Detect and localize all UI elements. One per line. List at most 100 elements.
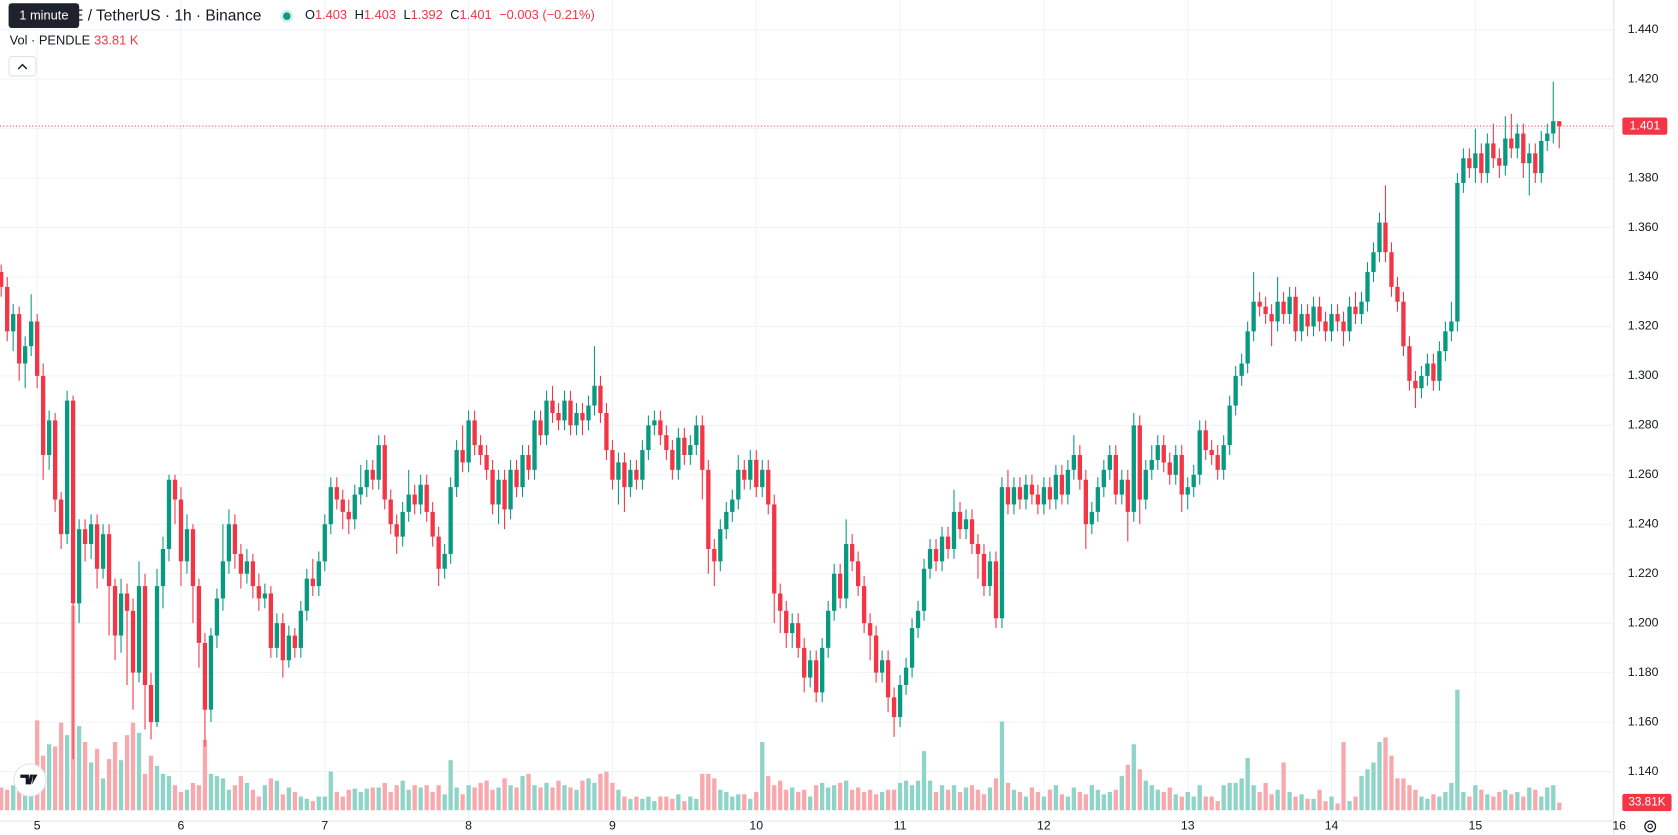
volume-bar — [118, 760, 124, 811]
volume-bar — [148, 755, 154, 811]
volume-bar — [897, 782, 903, 811]
candle-body — [987, 561, 993, 587]
candle-body — [526, 455, 531, 470]
volume-bar — [1119, 776, 1124, 811]
candle-body — [736, 469, 741, 500]
volume-bar — [166, 776, 172, 811]
settings-icon[interactable] — [1644, 820, 1657, 833]
volume-layer — [0, 605, 1562, 811]
volume-bar — [1443, 792, 1448, 811]
candle-body — [1149, 459, 1154, 470]
volume-bar — [1329, 796, 1334, 811]
volume-bar — [1317, 789, 1322, 811]
volume-bar — [1077, 792, 1083, 811]
candle-body — [784, 610, 789, 634]
volume-bar — [1533, 789, 1538, 811]
volume-bar — [1377, 741, 1382, 811]
change-value: −0.003 (−0.21%) — [499, 8, 595, 23]
candle-body — [1359, 301, 1364, 315]
candle-body — [849, 544, 855, 562]
candle-body — [772, 504, 777, 594]
volume-bar — [736, 794, 741, 811]
symbol-title[interactable]: PENDLE / TetherUS · 1h · Binance — [21, 7, 261, 24]
candle-body — [1011, 487, 1017, 505]
candle-body — [118, 593, 124, 636]
candle-body — [1395, 286, 1400, 302]
candle-body — [1485, 143, 1490, 174]
candle-body — [124, 593, 130, 611]
candle-body — [1227, 405, 1232, 446]
y-tick-label: 1.280 — [1628, 418, 1659, 432]
volume-bar — [490, 789, 495, 811]
volume-bar — [1293, 796, 1298, 811]
candle-body — [1365, 272, 1370, 302]
volume-bar — [298, 796, 303, 811]
volume-bar — [1083, 794, 1089, 811]
volume-bar — [58, 722, 64, 811]
candle-body — [0, 272, 4, 287]
volume-bar — [226, 789, 232, 811]
candle-body — [1245, 331, 1250, 364]
candle-body — [436, 536, 441, 569]
candle-body — [1347, 306, 1352, 332]
candle-body — [40, 375, 46, 456]
volume-bar — [364, 788, 369, 811]
volume-bar — [232, 785, 238, 811]
volume-bar — [1467, 796, 1472, 811]
y-tick-label: 1.260 — [1628, 467, 1659, 481]
candle-body — [664, 435, 669, 451]
candle-body — [604, 412, 609, 451]
volume-bar — [1461, 792, 1466, 811]
volume-bar — [1011, 789, 1017, 811]
y-tick-label: 1.440 — [1628, 22, 1659, 36]
volume-bar — [658, 796, 663, 811]
candle-body — [502, 479, 507, 510]
volume-bar — [1497, 792, 1502, 811]
candle-body — [1035, 494, 1041, 505]
candle-body — [1545, 133, 1550, 141]
candle-body — [760, 469, 765, 488]
candle-body — [1059, 474, 1065, 495]
volume-bar — [634, 796, 639, 811]
volume-bar — [1503, 789, 1508, 811]
candle-body — [352, 494, 357, 520]
volume-bar — [628, 798, 633, 811]
candle-body — [1191, 474, 1196, 488]
candle-body — [622, 462, 627, 488]
candle-body — [292, 635, 297, 648]
volume-bar — [328, 771, 333, 811]
volume-bar — [1041, 796, 1047, 811]
volume-bar — [262, 785, 268, 811]
open-value: 1.403 — [315, 8, 347, 23]
candle-body — [1143, 469, 1148, 500]
candle-body — [1083, 479, 1089, 525]
candle-body — [1473, 153, 1478, 169]
candle-body — [993, 561, 999, 619]
volume-bar — [879, 792, 885, 811]
candle-body — [346, 511, 351, 520]
candle-body — [430, 511, 435, 537]
volume-bar — [837, 782, 843, 811]
volume-bar — [604, 771, 609, 811]
volume-bar — [676, 794, 681, 811]
volume-bar — [1389, 755, 1394, 811]
volume-bar — [1275, 789, 1280, 811]
volume-bar — [855, 787, 861, 811]
volume-bar — [772, 785, 777, 811]
candle-body — [1275, 301, 1280, 322]
volume-bar — [580, 780, 585, 811]
volume-bar — [1485, 794, 1490, 811]
volume-bar — [826, 787, 831, 811]
volume-title[interactable]: Vol · PENDLE — [10, 32, 91, 47]
volume-bar — [142, 773, 148, 811]
candle-body — [1077, 455, 1083, 480]
candle-body — [1557, 121, 1562, 127]
candle-body — [160, 548, 166, 587]
collapse-button[interactable] — [8, 56, 37, 77]
candle-body — [1167, 462, 1172, 475]
y-tick-label: 1.300 — [1628, 368, 1659, 382]
candle-body — [1437, 351, 1442, 381]
candle-body — [52, 420, 58, 500]
volume-bar — [1269, 794, 1274, 811]
candle-body — [1125, 479, 1130, 512]
